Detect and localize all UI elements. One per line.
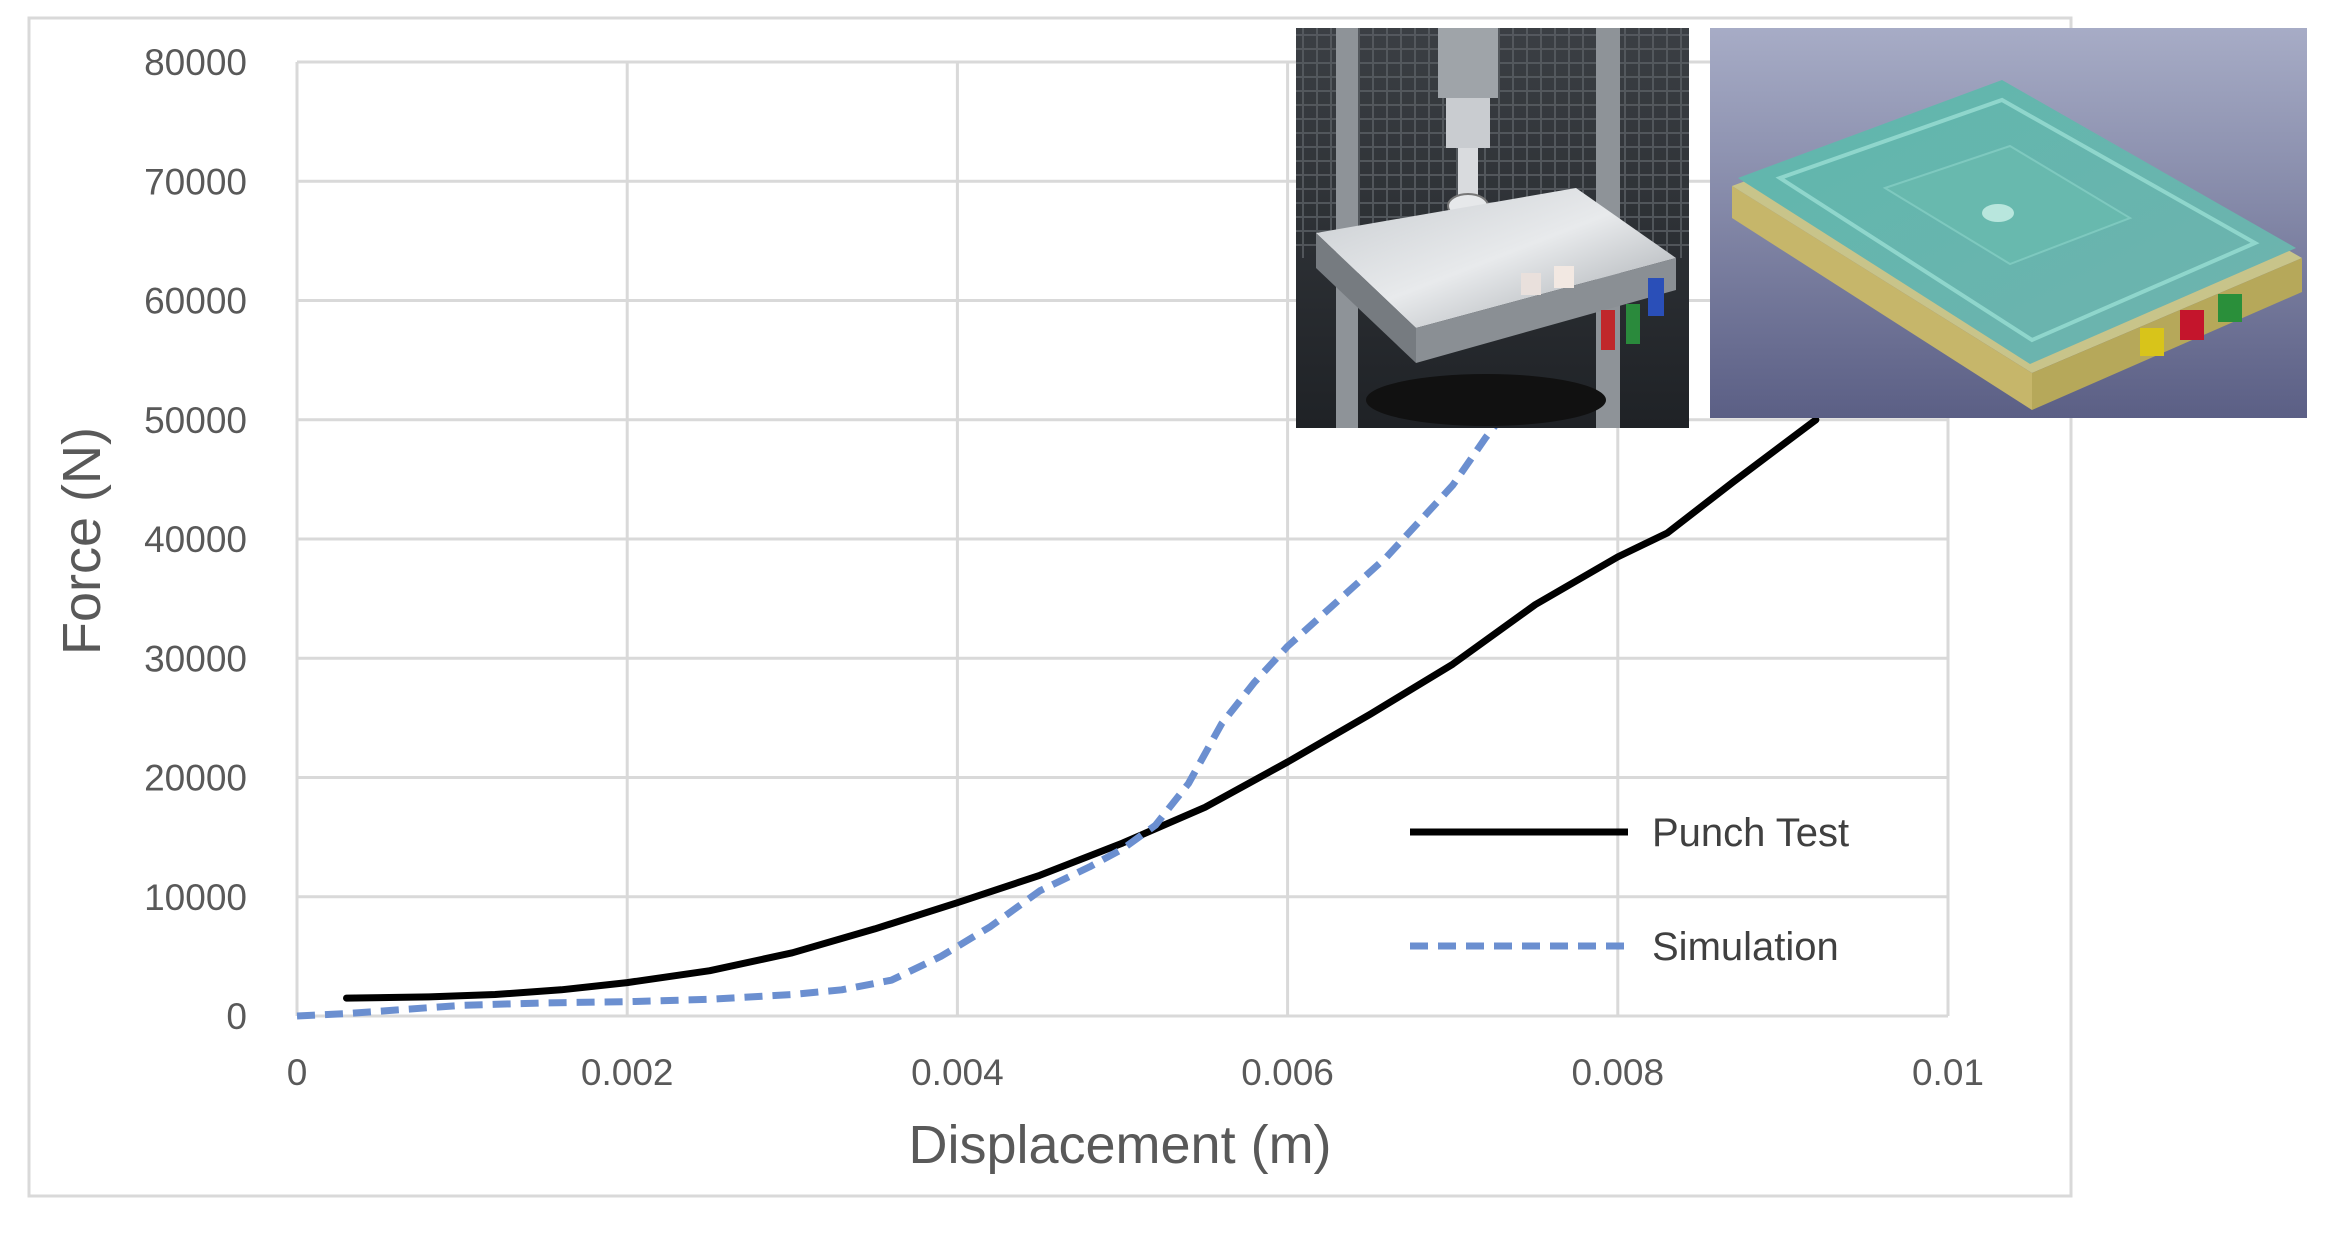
series-layer xyxy=(296,393,1820,1020)
y-tick-label: 40000 xyxy=(144,519,247,560)
x-tick-label: 0.008 xyxy=(1572,1052,1665,1093)
x-tick-label: 0.01 xyxy=(1912,1052,1984,1093)
legend-label: Simulation xyxy=(1652,925,1839,969)
x-axis-title: Displacement (m) xyxy=(908,1115,1331,1175)
series-line-simulation xyxy=(296,393,1522,1020)
legend-label: Punch Test xyxy=(1652,811,1849,855)
y-tick-label: 0 xyxy=(226,996,247,1037)
x-tick-label: 0.006 xyxy=(1241,1052,1334,1093)
y-tick-label: 60000 xyxy=(144,281,247,322)
y-tick-label: 10000 xyxy=(144,877,247,918)
x-tick-label: 0.004 xyxy=(911,1052,1004,1093)
y-axis-ticks: 0 10000 20000 30000 40000 50000 60000 70000 8000… xyxy=(144,42,247,1037)
y-tick-label: 20000 xyxy=(144,758,247,799)
simulation-model-render xyxy=(1710,28,2307,418)
x-axis-ticks: 0 0.002 0.004 0.006 0.008 0.01 xyxy=(287,1052,1984,1093)
x-tick-label: 0.002 xyxy=(581,1052,674,1093)
x-tick-label: 0 xyxy=(287,1052,308,1093)
y-tick-label: 50000 xyxy=(144,400,247,441)
punch-test-rig-photo xyxy=(1296,28,1689,428)
y-tick-label: 80000 xyxy=(144,42,247,83)
y-tick-label: 70000 xyxy=(144,161,247,202)
legend: Punch Test Simulation xyxy=(1410,811,1849,969)
y-axis-title: Force (N) xyxy=(52,427,112,655)
y-tick-label: 30000 xyxy=(144,638,247,679)
series-line-punch-test xyxy=(343,416,1820,1002)
